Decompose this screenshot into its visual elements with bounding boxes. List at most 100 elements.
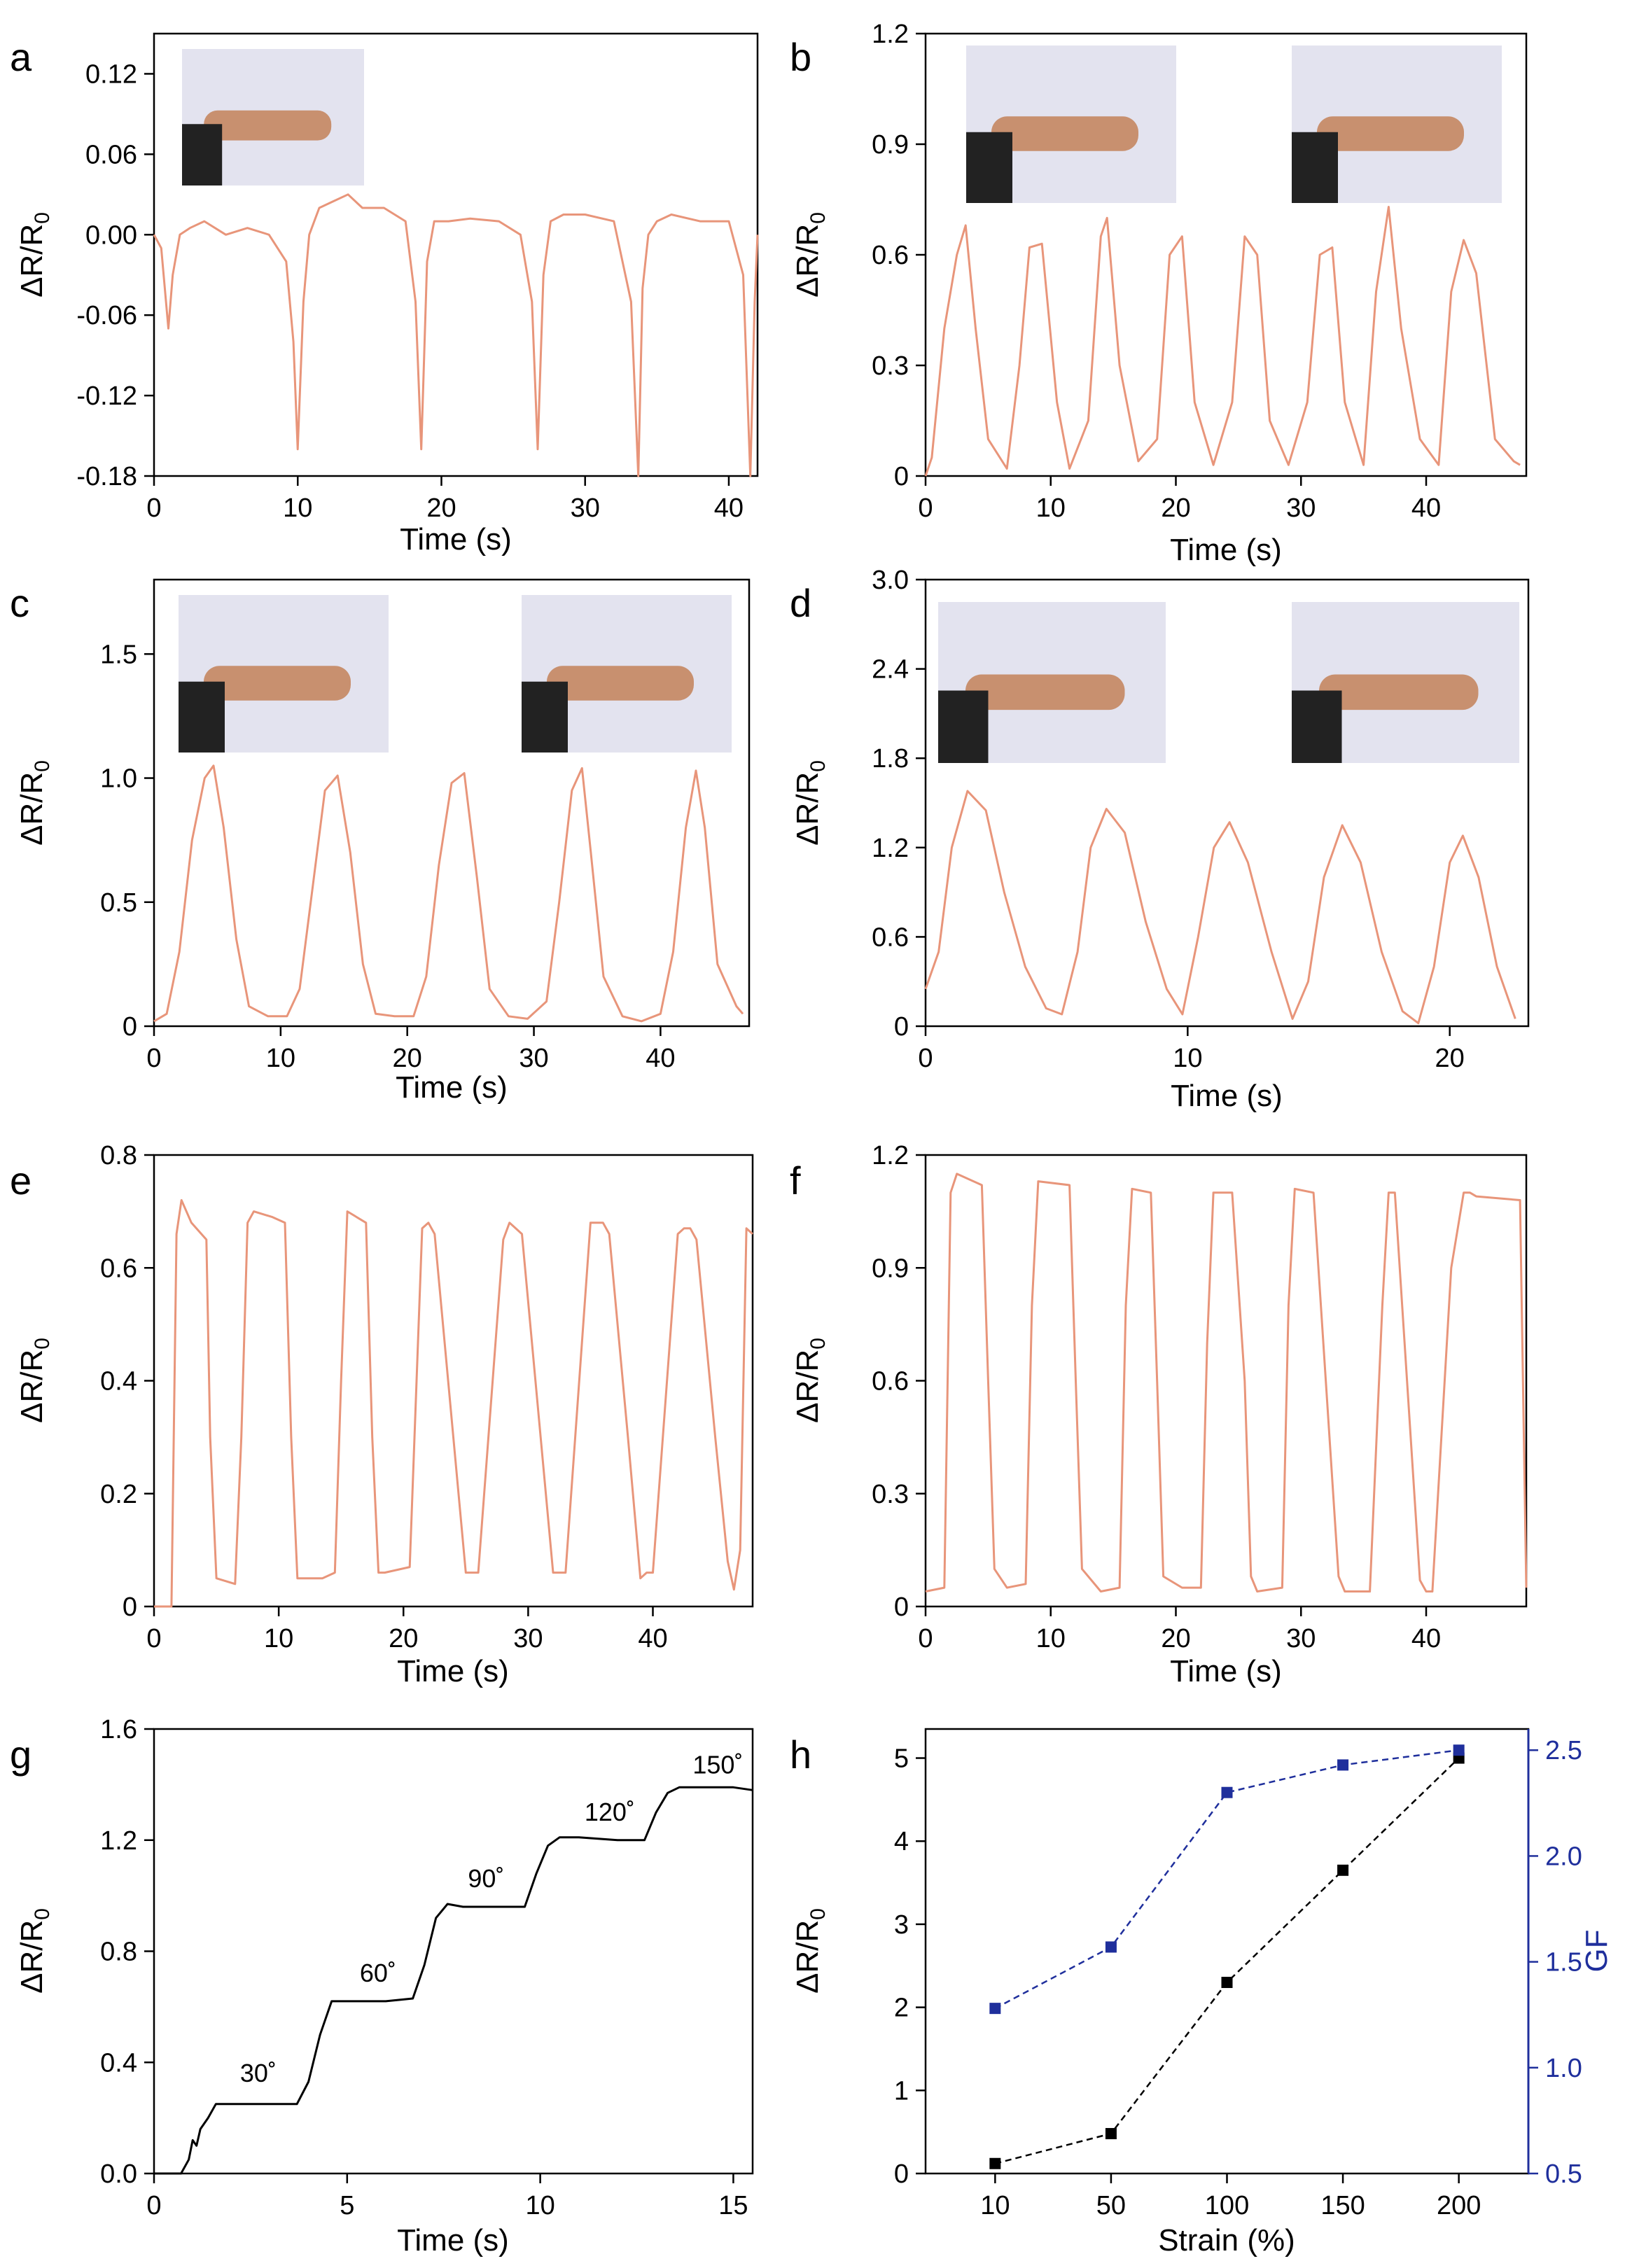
y-tick-label: 0.8 (100, 1141, 137, 1170)
y-tick-label: 0.9 (872, 130, 909, 160)
x-tick-label: 40 (646, 1044, 675, 1073)
y-tick-label: 0.6 (872, 241, 909, 270)
angle-annotation: 90˚ (468, 1864, 504, 1893)
series-line-left (994, 1757, 1460, 2165)
y-tick-label: 0.6 (872, 923, 909, 952)
x-tick-label: 15 (718, 2191, 748, 2220)
chart-panel-f: f 0 10 20 30 40 Time (s) 0 0.3 0.6 0.9 1.2 ΔR/R0 (790, 1141, 1528, 1688)
y-axis-label: ΔR/R0 (790, 212, 830, 298)
x-axis-label: Time (s) (400, 522, 512, 556)
chart-panel-c: c 0 10 20 30 40 Time (s) 0 0.5 1.0 1.5 ΔR/R0 (10, 578, 751, 1105)
inset-sleeve-shape (938, 690, 989, 763)
panel-letter: a (10, 35, 32, 79)
angle-annotation: 30˚ (240, 2059, 277, 2087)
x-tick-label: 40 (1411, 1624, 1441, 1653)
y-tick-label: 0.2 (100, 1480, 137, 1509)
x-tick-label: 20 (393, 1044, 422, 1073)
x-tick-label: 20 (1435, 1044, 1465, 1073)
y-right-tick-label: 2.5 (1545, 1736, 1582, 1765)
y-axis-label: ΔR/R0 (15, 1338, 54, 1423)
inset-skin-shape (1319, 674, 1479, 710)
y-tick-label: 0.6 (100, 1254, 137, 1283)
y-tick-label: 0.12 (85, 59, 137, 89)
data-point (1221, 1977, 1233, 1989)
data-point (1105, 2128, 1117, 2140)
x-tick-label: 50 (1096, 2191, 1126, 2220)
arm-bent-photo (522, 595, 732, 752)
x-tick-label: 40 (714, 493, 744, 523)
x-tick-label: 0 (146, 2191, 161, 2220)
x-tick-label: 20 (426, 493, 456, 523)
leg-bent-photo (1292, 602, 1519, 763)
y-tick-label: 0.8 (100, 1938, 137, 1967)
series-line (153, 193, 759, 477)
data-point (1337, 1864, 1349, 1876)
y-axis-label: ΔR/R0 (15, 760, 54, 846)
y-tick-label: 1.0 (100, 764, 137, 794)
x-tick-label: 10 (1036, 493, 1066, 523)
x-axis-label: Time (s) (397, 1654, 509, 1688)
data-point (1337, 1759, 1349, 1771)
x-tick-label: 0 (146, 1624, 161, 1653)
x-tick-label: 20 (1161, 493, 1190, 523)
data-point (1221, 1786, 1233, 1798)
x-tick-label: 0 (918, 1044, 933, 1073)
panel-letter: e (10, 1158, 32, 1203)
inset-skin-shape (204, 666, 351, 701)
y-axis-label: ΔR/R0 (790, 1338, 830, 1423)
y-axis-label: ΔR/R0 (790, 760, 830, 846)
y-tick-label: 0 (894, 1592, 909, 1622)
panel-letter: c (10, 581, 29, 625)
x-tick-label: 10 (283, 493, 312, 523)
series-line (924, 790, 1516, 1025)
y-tick-label: 0.4 (100, 1367, 137, 1396)
y-tick-label: 0.0 (100, 2160, 137, 2189)
y-right-tick-label: 2.0 (1545, 1842, 1582, 1871)
inset-skin-shape (204, 110, 332, 141)
y-tick-label: 5 (894, 1744, 909, 1774)
x-tick-label: 200 (1437, 2191, 1481, 2220)
y-axis-label: ΔR/R0 (15, 212, 54, 298)
panel-letter: f (790, 1158, 801, 1203)
y-right-tick-label: 1.0 (1545, 2054, 1582, 2083)
inset-skin-shape (965, 674, 1125, 710)
x-tick-label: 30 (1286, 1624, 1316, 1653)
chart-panel-e: e 0 10 20 30 40 Time (s) 0 0.2 0.4 0.6 0.8 ΔR/R0 (10, 1141, 754, 1688)
series-line (154, 1199, 754, 1608)
x-tick-label: 40 (638, 1624, 667, 1653)
y-tick-label: -0.18 (76, 462, 137, 491)
x-tick-label: 10 (264, 1624, 293, 1653)
chart-panel-g: g 0 5 10 15 Time (s) 0.0 0.4 0.8 1.2 1.6 ΔR/R0 30˚ 60… (10, 1715, 754, 2258)
x-tick-label: 5 (340, 2191, 354, 2220)
inset-sleeve-shape (179, 681, 225, 752)
x-tick-label: 10 (266, 1044, 295, 1073)
x-tick-label: 0 (918, 493, 933, 523)
y-tick-label: 3 (894, 1910, 909, 1940)
leg-straight-photo (938, 602, 1166, 763)
chart-panel-a: a 0 10 20 30 40 Time (s) -0.18 -0.12 -0.06 0.00 0.0… (10, 32, 759, 556)
y-tick-label: 0.06 (85, 140, 137, 169)
inset-sleeve-shape (966, 132, 1012, 203)
chart-panel-d: d 0 10 20 Time (s) 0 0.6 1.2 1.8 2.4 3.0 ΔR/R0 (790, 566, 1530, 1113)
neck-photo (182, 49, 364, 186)
y-tick-label: 0 (894, 2160, 909, 2189)
x-axis-label: Time (s) (397, 2223, 509, 2258)
y-tick-label: 0.4 (100, 2048, 137, 2078)
x-tick-label: 40 (1411, 493, 1441, 523)
series-line (154, 1786, 753, 2175)
y-tick-label: 2.4 (872, 655, 909, 685)
inset-skin-shape (991, 116, 1138, 151)
y-axis-label: ΔR/R0 (790, 1908, 830, 1994)
chart-panel-b: b 0 10 20 30 40 Time (s) 0 0.3 0.6 0.9 1.2 ΔR/R0 (790, 20, 1528, 567)
y-tick-label: -0.06 (76, 301, 137, 330)
angle-annotation: 120˚ (585, 1798, 635, 1826)
series-line (153, 764, 744, 1023)
plot-frame (153, 1728, 754, 2175)
y-tick-label: 1.5 (100, 640, 137, 669)
x-axis-label: Strain (%) (1158, 2223, 1295, 2258)
x-tick-label: 20 (389, 1624, 418, 1653)
x-axis-label: Time (s) (396, 1070, 508, 1105)
y-tick-label: 0 (123, 1592, 137, 1622)
y-right-tick-label: 0.5 (1545, 2160, 1582, 2189)
